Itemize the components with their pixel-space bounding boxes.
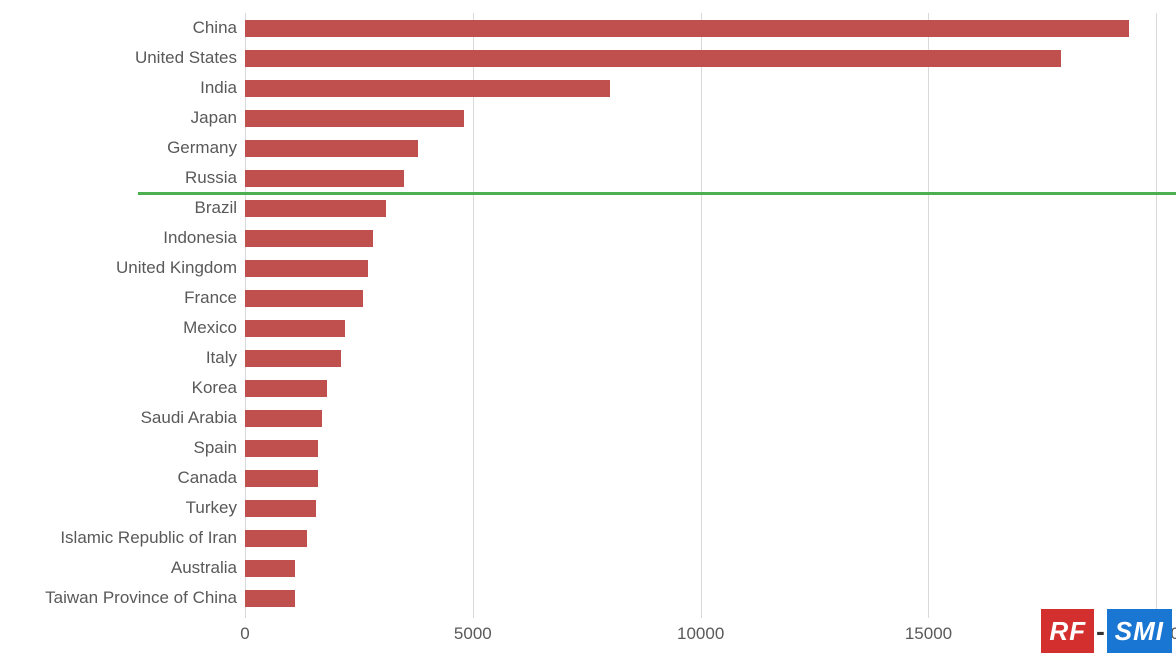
bar-row: France — [245, 283, 1170, 313]
x-tick-label: 10000 — [677, 624, 724, 644]
bar — [245, 530, 307, 547]
bar-label: Germany — [167, 133, 237, 163]
watermark-smi: SMI — [1107, 609, 1172, 653]
bar — [245, 290, 363, 307]
plot-region: ChinaUnited StatesIndiaJapanGermanyRussi… — [245, 13, 1170, 618]
bar-label: Korea — [192, 373, 237, 403]
bar-row: United States — [245, 43, 1170, 73]
x-tick-label: 15000 — [905, 624, 952, 644]
bar-label: Spain — [194, 433, 237, 463]
watermark: RF - SMI — [1041, 609, 1172, 653]
bar-row: India — [245, 73, 1170, 103]
x-tick-label: 0 — [240, 624, 249, 644]
bar — [245, 20, 1129, 37]
bar-label: Brazil — [194, 193, 237, 223]
bar-row: Spain — [245, 433, 1170, 463]
bar-row: Russia — [245, 163, 1170, 193]
bar — [245, 230, 373, 247]
bar — [245, 590, 295, 607]
bar-row: Korea — [245, 373, 1170, 403]
bar-row: Germany — [245, 133, 1170, 163]
bar — [245, 260, 368, 277]
bar-label: Mexico — [183, 313, 237, 343]
bar-label: United States — [135, 43, 237, 73]
bar — [245, 80, 610, 97]
bar-row: Islamic Republic of Iran — [245, 523, 1170, 553]
bar — [245, 110, 464, 127]
bar-label: Saudi Arabia — [141, 403, 237, 433]
bar-label: Taiwan Province of China — [45, 583, 237, 613]
bar-row: Mexico — [245, 313, 1170, 343]
x-tick-label: 5000 — [454, 624, 492, 644]
bar — [245, 140, 418, 157]
bar — [245, 380, 327, 397]
bar-row: Japan — [245, 103, 1170, 133]
bar-label: France — [184, 283, 237, 313]
bar — [245, 170, 404, 187]
watermark-rf: RF — [1041, 609, 1094, 653]
bar-row: Taiwan Province of China — [245, 583, 1170, 613]
bar-label: China — [193, 13, 237, 43]
reference-line — [138, 192, 1176, 195]
bar-row: Indonesia — [245, 223, 1170, 253]
bar — [245, 500, 316, 517]
bar — [245, 200, 386, 217]
bar-label: Turkey — [186, 493, 237, 523]
bar-label: India — [200, 73, 237, 103]
bar-label: Japan — [191, 103, 237, 133]
bar — [245, 350, 341, 367]
bar-row: Turkey — [245, 493, 1170, 523]
chart-container: ChinaUnited StatesIndiaJapanGermanyRussi… — [0, 0, 1176, 657]
bar-row: Canada — [245, 463, 1170, 493]
bar-label: Italy — [206, 343, 237, 373]
bar-row: Australia — [245, 553, 1170, 583]
bar — [245, 560, 295, 577]
bar-row: Brazil — [245, 193, 1170, 223]
watermark-dash: - — [1094, 609, 1107, 653]
bar — [245, 410, 322, 427]
bar-label: Indonesia — [163, 223, 237, 253]
bar-label: Islamic Republic of Iran — [60, 523, 237, 553]
bar — [245, 50, 1061, 67]
bar-row: Italy — [245, 343, 1170, 373]
bar — [245, 440, 318, 457]
bar-row: China — [245, 13, 1170, 43]
bar — [245, 320, 345, 337]
bar-label: United Kingdom — [116, 253, 237, 283]
bar-row: United Kingdom — [245, 253, 1170, 283]
bar — [245, 470, 318, 487]
bar-label: Canada — [177, 463, 237, 493]
bar-row: Saudi Arabia — [245, 403, 1170, 433]
bar-label: Australia — [171, 553, 237, 583]
bar-label: Russia — [185, 163, 237, 193]
